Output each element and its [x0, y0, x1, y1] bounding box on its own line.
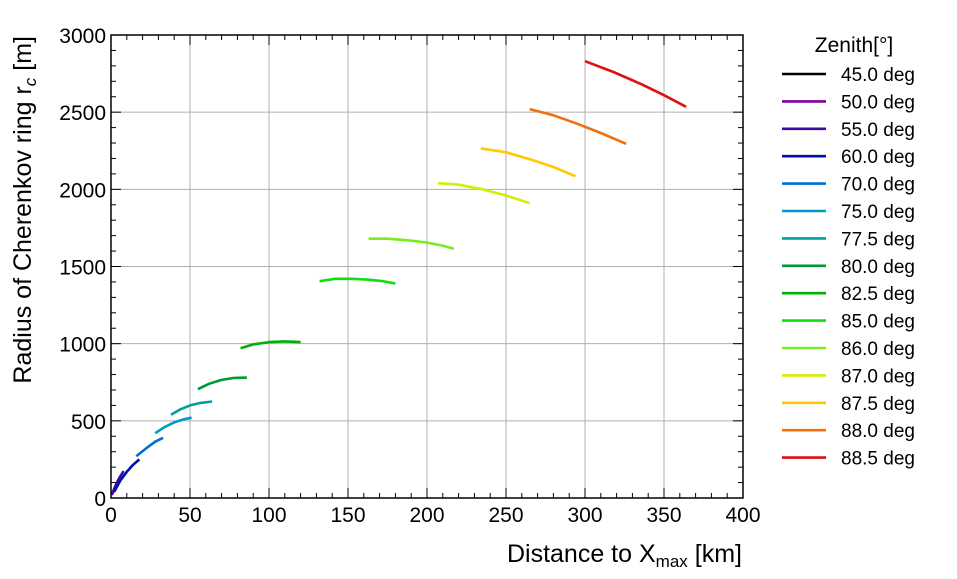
y-tick-label: 1000 — [59, 334, 106, 357]
legend-entry-label: 88.5 deg — [841, 449, 915, 470]
x-tick-label: 100 — [251, 504, 286, 527]
series-line-80-0 — [197, 376, 247, 391]
x-tick-label: 250 — [488, 504, 523, 527]
legend-entry-label: 70.0 deg — [841, 175, 915, 196]
legend-entry-label: 88.0 deg — [841, 421, 915, 442]
x-tick-label: 300 — [567, 504, 602, 527]
legend-entry-label: 55.0 deg — [841, 120, 915, 141]
y-tick-label: 3000 — [59, 25, 106, 48]
legend-entry-label: 80.0 deg — [841, 257, 915, 278]
series-line-82-5 — [240, 340, 301, 350]
legend-entry-label: 50.0 deg — [841, 92, 915, 113]
axis-ticks — [110, 34, 744, 499]
series-line-87-5 — [480, 147, 576, 178]
legend-entry-label: 75.0 deg — [841, 202, 915, 223]
legend-entry-label: 85.0 deg — [841, 312, 915, 333]
x-tick-label: 350 — [646, 504, 681, 527]
series-line-85-0 — [319, 277, 396, 285]
x-tick-label: 150 — [330, 504, 365, 527]
y-axis-title-subscript: c — [21, 77, 40, 86]
legend-entry-label: 87.5 deg — [841, 394, 915, 415]
x-axis-title-main: Distance to X — [507, 540, 656, 568]
series-line-70-0 — [135, 436, 164, 458]
x-tick-label: 50 — [178, 504, 201, 527]
series-line-88-0 — [529, 107, 627, 145]
legend-entry-label: 60.0 deg — [841, 147, 915, 168]
series-lines — [110, 59, 687, 496]
y-axis-title: Radius of Cherenkov ring rc [m] — [9, 36, 40, 384]
y-tick-label: 0 — [94, 488, 106, 511]
x-tick-label: 200 — [409, 504, 444, 527]
x-tick-label: 400 — [725, 504, 760, 527]
grid — [111, 35, 743, 498]
legend-entry-label: 77.5 deg — [841, 229, 915, 250]
legend-entry-label: 87.0 deg — [841, 366, 915, 387]
legend-entry-label: 82.5 deg — [841, 284, 915, 305]
tick-labels: 0 50 100 150 200 250 300 350 400 0 500 1000 1500 2000… — [59, 25, 760, 527]
y-axis-title-main: Radius of Cherenkov ring r — [9, 86, 37, 383]
y-axis-title-unit: [m] — [9, 36, 37, 71]
y-tick-label: 500 — [71, 411, 106, 434]
legend: Zenith[°] 45.0 deg 50.0 deg 55.0 deg 60.0 d… — [782, 34, 915, 470]
x-axis-title: Distance to Xmax [km] — [507, 540, 742, 571]
x-tick-label: 0 — [105, 504, 117, 527]
x-axis-title-unit: [km] — [695, 540, 742, 568]
x-axis-title-subscript: max — [656, 552, 689, 571]
legend-title: Zenith[°] — [815, 34, 893, 57]
legend-entry-label: 45.0 deg — [841, 65, 915, 86]
series-line-86-0 — [368, 237, 455, 251]
y-tick-label: 2000 — [59, 179, 106, 202]
series-line-75-0 — [154, 416, 192, 435]
series-line-88-5 — [584, 59, 687, 108]
series-line-77-5 — [170, 400, 213, 416]
y-tick-label: 1500 — [59, 257, 106, 280]
series-line-60-0 — [113, 458, 141, 493]
y-tick-label: 2500 — [59, 102, 106, 125]
legend-entry-label: 86.0 deg — [841, 339, 915, 360]
series-line-87-0 — [438, 181, 531, 205]
